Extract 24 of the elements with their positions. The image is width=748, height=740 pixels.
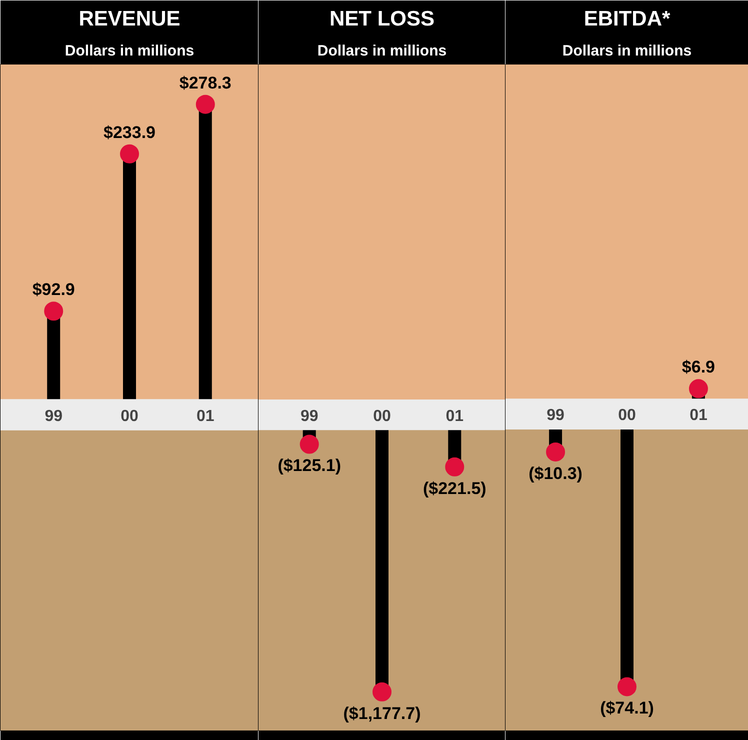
chart-subtitle: Dollars in millions	[64, 42, 194, 60]
x-tick-label: 00	[373, 408, 391, 425]
x-tick-label: 99	[546, 407, 565, 424]
data-label: $92.9	[32, 280, 75, 300]
data-label: $278.3	[179, 73, 232, 92]
chart-title: NET LOSS	[329, 8, 435, 30]
data-label: $233.9	[104, 122, 156, 142]
x-tick-label: 99	[300, 408, 318, 425]
x-tick-label: 01	[196, 408, 214, 425]
data-label: ($221.5)	[422, 478, 486, 498]
chart-title: EBITDA*	[584, 8, 671, 30]
x-tick-label: 00	[618, 407, 636, 424]
chart-subtitle: Dollars in millions	[317, 42, 447, 60]
data-label: ($125.1)	[278, 456, 342, 476]
chart-subtitle: Dollars in millions	[562, 42, 692, 60]
data-label: ($1,177.7)	[343, 704, 421, 723]
chart-title: REVENUE	[78, 8, 180, 30]
x-tick-label: 99	[44, 408, 63, 425]
x-tick-label: 00	[120, 408, 138, 425]
data-label: ($10.3)	[528, 464, 582, 483]
x-tick-label: 01	[690, 407, 708, 424]
data-label: ($74.1)	[600, 698, 654, 718]
x-tick-label: 01	[446, 408, 464, 425]
data-label: $6.9	[682, 358, 716, 377]
